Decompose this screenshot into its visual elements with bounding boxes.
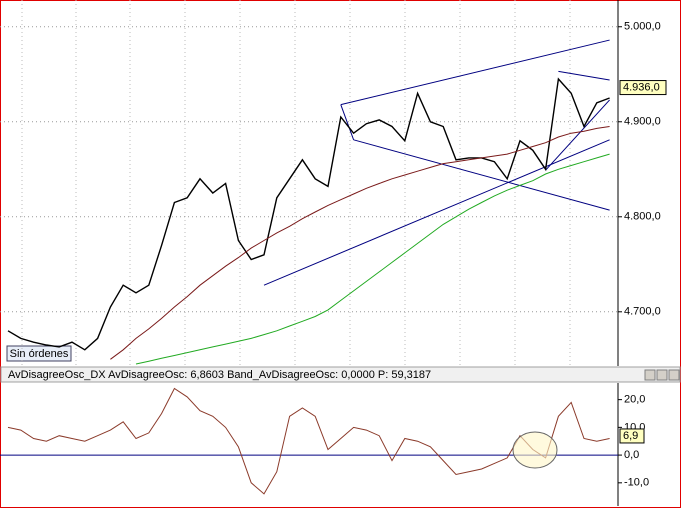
last-value-box [619,80,667,96]
y-tick-label: 4.900,0 [624,116,661,128]
close-button[interactable] [668,369,680,381]
series-line [7,77,610,351]
last-value-label: 4.936,0 [623,81,660,93]
trendline [340,104,355,140]
trendline [545,99,610,171]
orders-button[interactable] [6,345,72,362]
trendline [340,39,610,106]
trendline [353,139,610,211]
highlight-circle [512,431,558,469]
y-tick-label: 4.800,0 [624,211,661,223]
orders-button-label: Sin órdenes [10,348,69,360]
y-tick-label: 4.700,0 [624,306,661,318]
maximize-button[interactable] [656,369,668,381]
y-tick-label: 5.000,0 [624,21,661,33]
series-line [110,126,610,360]
last-value-label: 6,9 [623,430,638,442]
y-tick-label: -10,0 [624,477,649,489]
osc-title-bar [0,366,681,383]
time-grid [21,0,571,365]
trendline [263,139,610,286]
y-tick-label: 0,0 [624,449,639,461]
y-tick-label: 20,0 [624,394,645,406]
series-line [135,153,610,365]
osc-legend: AvDisagreeOsc_DX AvDisagreeOsc: 6,8603 B… [8,369,431,381]
last-value-box [619,428,645,444]
series-line [7,387,610,495]
minimize-button[interactable] [644,369,656,381]
trendline [558,70,610,81]
